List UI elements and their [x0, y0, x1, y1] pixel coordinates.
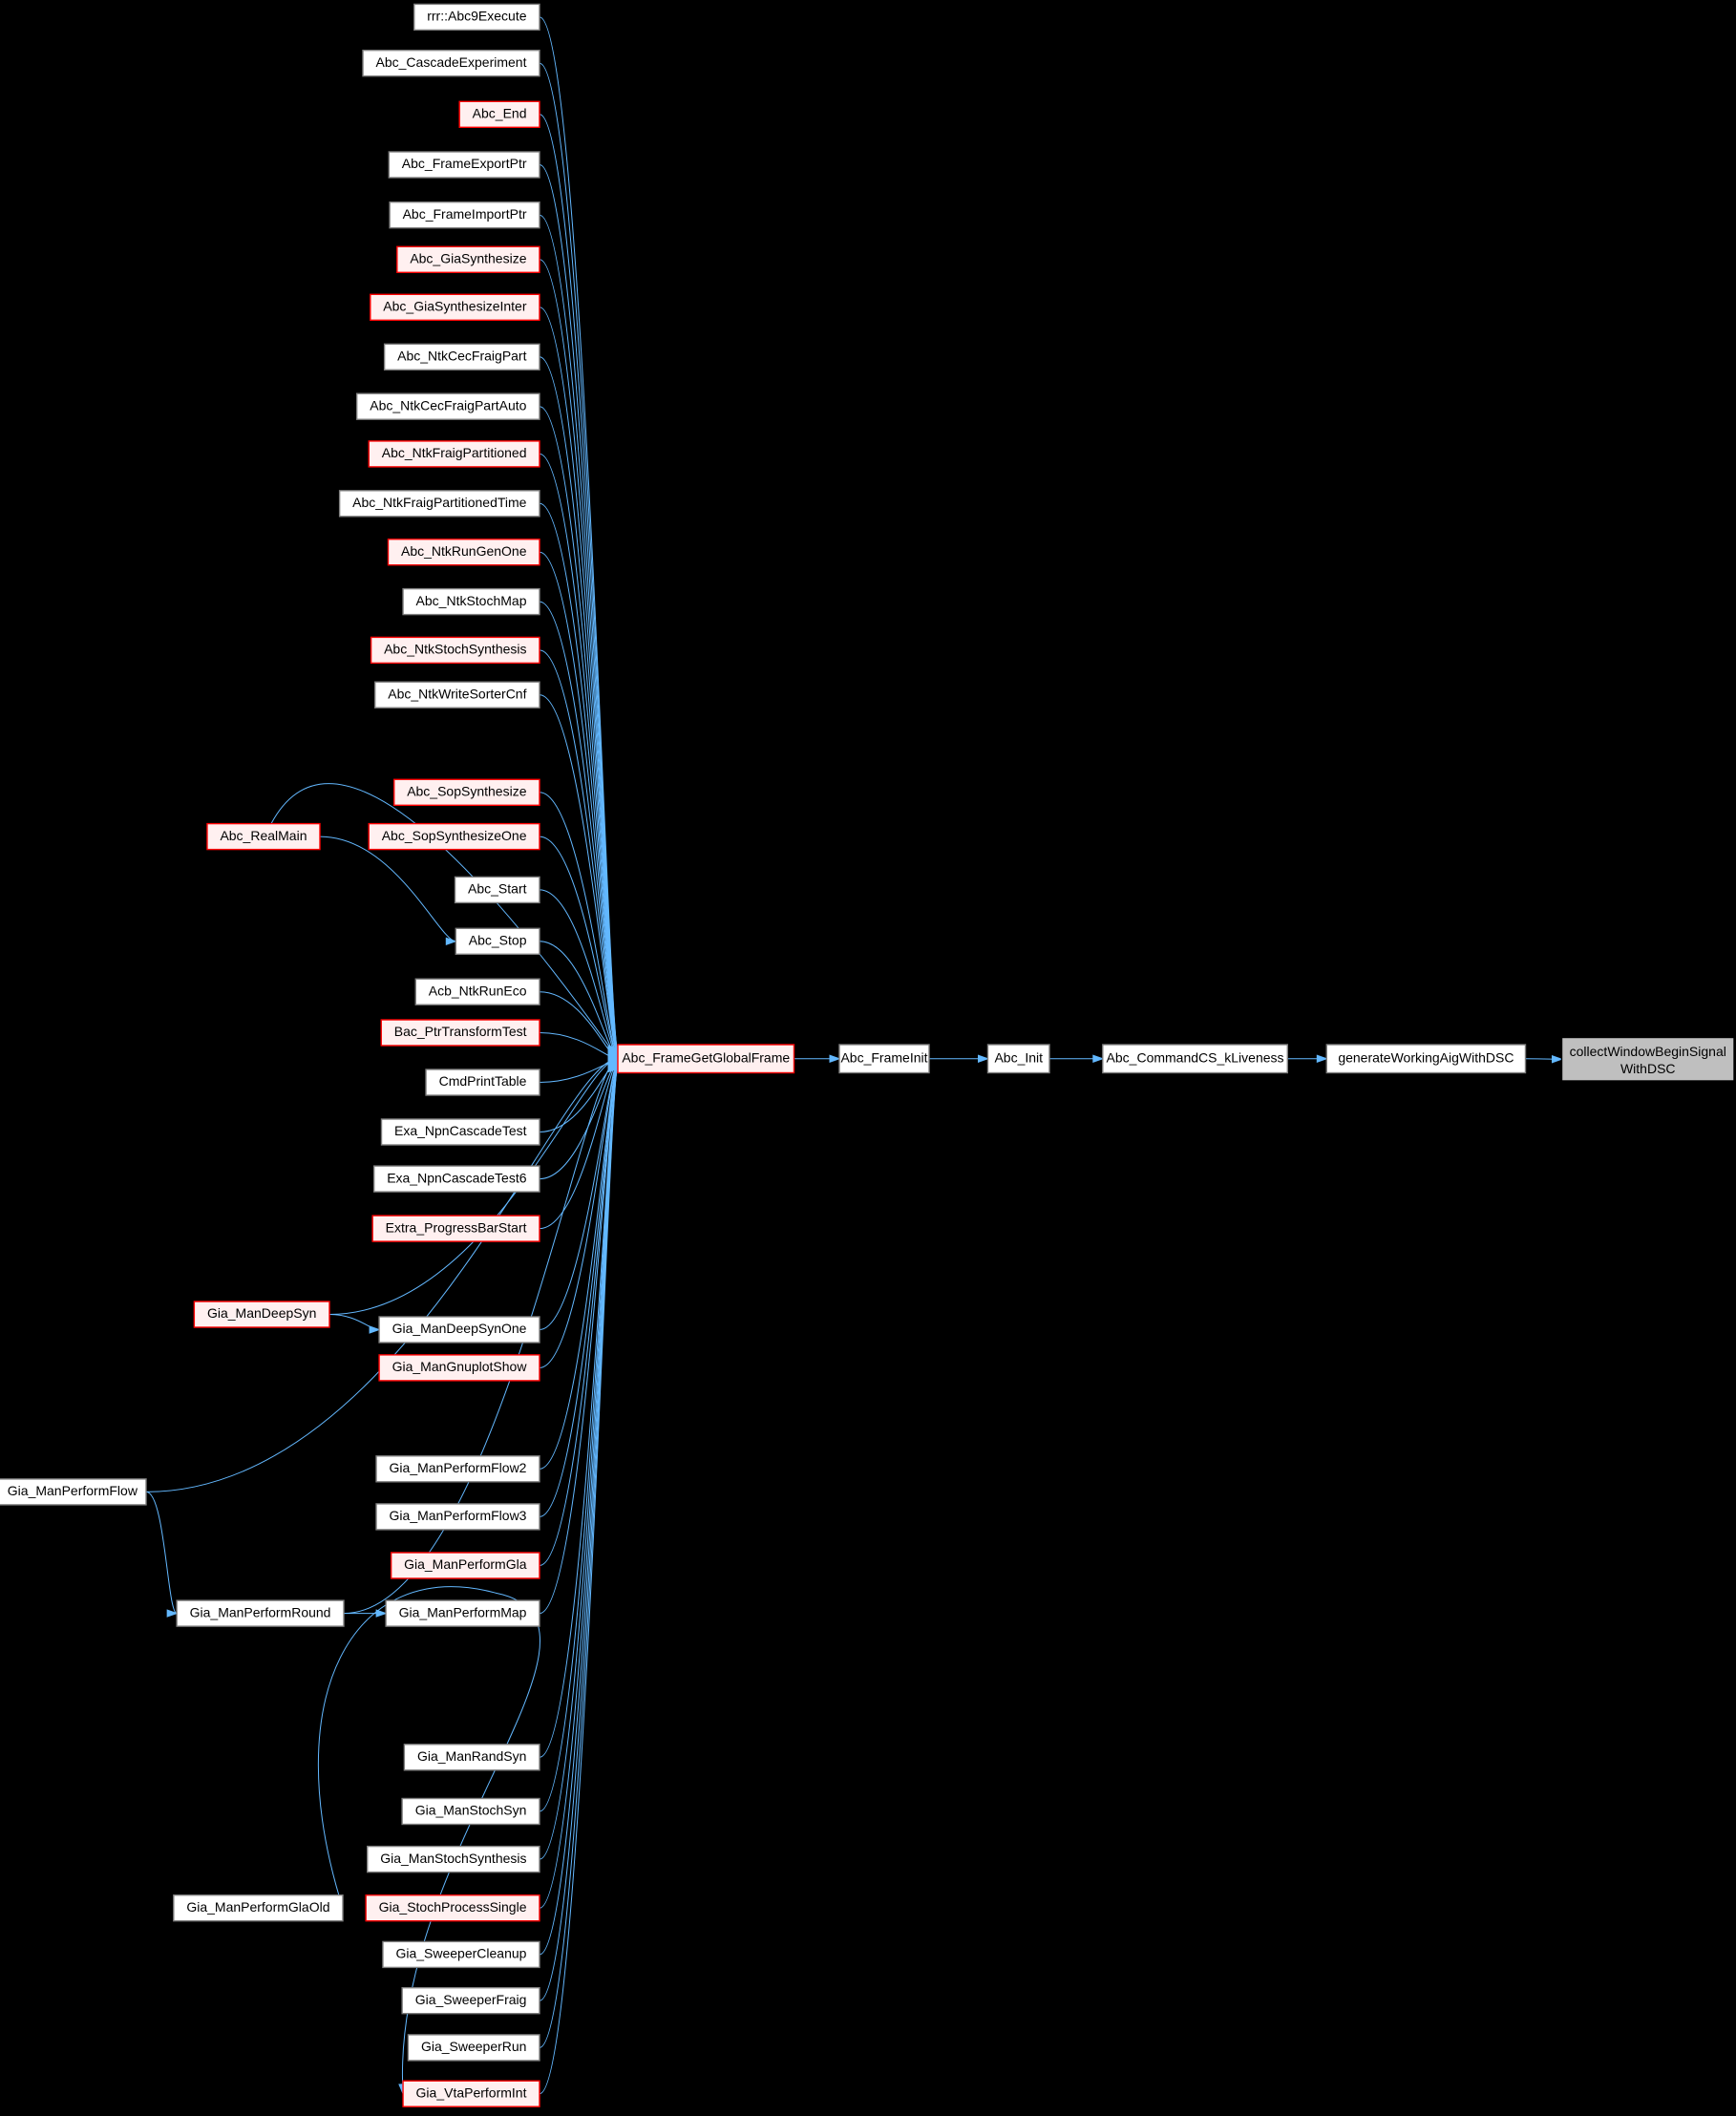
svg-text:Abc_NtkStochSynthesis: Abc_NtkStochSynthesis: [384, 642, 526, 657]
svg-text:Gia_ManPerformRound: Gia_ManPerformRound: [190, 1604, 331, 1619]
svg-text:Abc_NtkStochMap: Abc_NtkStochMap: [416, 593, 527, 608]
svg-text:WithDSC: WithDSC: [1620, 1061, 1676, 1076]
svg-text:Gia_StochProcessSingle: Gia_StochProcessSingle: [379, 1899, 527, 1915]
svg-text:Abc_NtkFraigPartitioned: Abc_NtkFraigPartitioned: [382, 445, 527, 460]
svg-text:Abc_FrameImportPtr: Abc_FrameImportPtr: [403, 206, 527, 222]
svg-text:Gia_SweeperRun: Gia_SweeperRun: [421, 2039, 527, 2054]
svg-text:rrr::Abc9Execute: rrr::Abc9Execute: [427, 9, 526, 24]
svg-text:generateWorkingAigWithDSC: generateWorkingAigWithDSC: [1338, 1049, 1514, 1065]
svg-text:Abc_NtkWriteSorterCnf: Abc_NtkWriteSorterCnf: [388, 686, 526, 701]
svg-text:Abc_SopSynthesizeOne: Abc_SopSynthesizeOne: [382, 828, 527, 843]
svg-text:Gia_ManPerformFlow3: Gia_ManPerformFlow3: [390, 1508, 527, 1523]
svg-text:CmdPrintTable: CmdPrintTable: [439, 1073, 527, 1089]
svg-text:Extra_ProgressBarStart: Extra_ProgressBarStart: [386, 1219, 527, 1235]
svg-text:Gia_ManRandSyn: Gia_ManRandSyn: [417, 1748, 526, 1764]
svg-text:Abc_SopSynthesize: Abc_SopSynthesize: [407, 784, 527, 799]
svg-text:Abc_NtkCecFraigPart: Abc_NtkCecFraigPart: [397, 349, 526, 364]
svg-text:Abc_NtkRunGenOne: Abc_NtkRunGenOne: [401, 543, 527, 559]
svg-text:Abc_FrameInit: Abc_FrameInit: [840, 1049, 927, 1065]
svg-text:Abc_GiaSynthesizeInter: Abc_GiaSynthesizeInter: [383, 299, 527, 314]
svg-text:Gia_VtaPerformInt: Gia_VtaPerformInt: [416, 2084, 527, 2100]
svg-text:Abc_FrameGetGlobalFrame: Abc_FrameGetGlobalFrame: [622, 1049, 790, 1065]
svg-text:Abc_Start: Abc_Start: [468, 881, 527, 897]
svg-text:Abc_NtkCecFraigPartAuto: Abc_NtkCecFraigPartAuto: [370, 397, 526, 413]
svg-text:Abc_CommandCS_kLiveness: Abc_CommandCS_kLiveness: [1107, 1049, 1284, 1065]
svg-text:Abc_Init: Abc_Init: [994, 1049, 1043, 1065]
svg-text:Exa_NpnCascadeTest: Exa_NpnCascadeTest: [394, 1123, 527, 1138]
svg-text:collectWindowBeginSignal: collectWindowBeginSignal: [1570, 1044, 1726, 1059]
svg-text:Gia_ManPerformGlaOld: Gia_ManPerformGlaOld: [186, 1899, 329, 1915]
svg-text:Abc_GiaSynthesize: Abc_GiaSynthesize: [410, 251, 526, 266]
svg-text:Gia_ManDeepSynOne: Gia_ManDeepSynOne: [392, 1321, 527, 1336]
svg-text:Gia_ManGnuplotShow: Gia_ManGnuplotShow: [392, 1359, 528, 1374]
svg-text:Abc_CascadeExperiment: Abc_CascadeExperiment: [376, 54, 527, 70]
svg-text:Gia_ManPerformGla: Gia_ManPerformGla: [404, 1556, 527, 1572]
svg-text:Exa_NpnCascadeTest6: Exa_NpnCascadeTest6: [387, 1170, 527, 1185]
svg-text:Acb_NtkRunEco: Acb_NtkRunEco: [429, 983, 527, 998]
svg-text:Abc_End: Abc_End: [473, 106, 527, 121]
svg-text:Abc_NtkFraigPartitionedTime: Abc_NtkFraigPartitionedTime: [352, 495, 527, 510]
svg-text:Gia_ManPerformFlow2: Gia_ManPerformFlow2: [390, 1460, 527, 1475]
svg-text:Gia_ManPerformMap: Gia_ManPerformMap: [399, 1604, 527, 1619]
svg-text:Gia_SweeperCleanup: Gia_SweeperCleanup: [395, 1946, 526, 1961]
svg-text:Bac_PtrTransformTest: Bac_PtrTransformTest: [394, 1024, 527, 1039]
svg-text:Gia_ManDeepSyn: Gia_ManDeepSyn: [207, 1305, 316, 1321]
svg-text:Gia_SweeperFraig: Gia_SweeperFraig: [415, 1992, 527, 2007]
svg-text:Gia_ManPerformFlow: Gia_ManPerformFlow: [8, 1483, 138, 1498]
svg-text:Gia_ManStochSynthesis: Gia_ManStochSynthesis: [380, 1851, 526, 1866]
svg-text:Gia_ManStochSyn: Gia_ManStochSyn: [415, 1803, 527, 1818]
svg-text:Abc_Stop: Abc_Stop: [469, 933, 527, 948]
svg-text:Abc_FrameExportPtr: Abc_FrameExportPtr: [402, 156, 527, 171]
svg-text:Abc_RealMain: Abc_RealMain: [220, 828, 307, 843]
